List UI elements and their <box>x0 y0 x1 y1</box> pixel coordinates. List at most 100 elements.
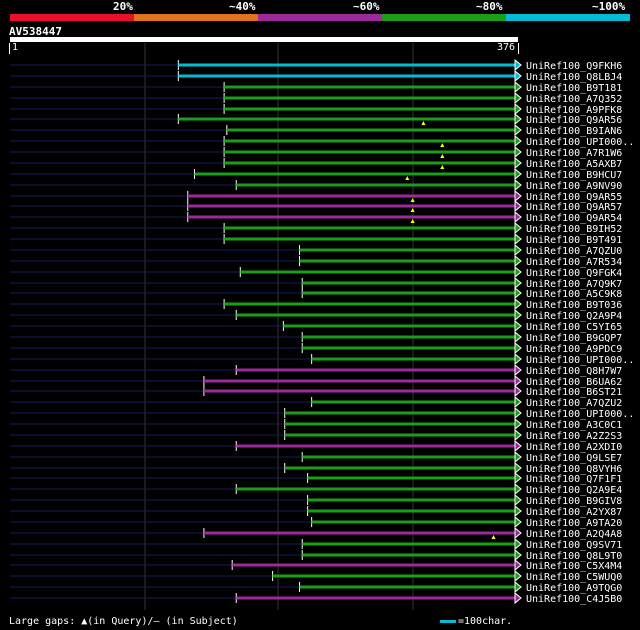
hit-end-arrow <box>514 210 522 224</box>
hit-label: UniRef100_B9T181 <box>526 83 622 94</box>
hit-end-arrow <box>514 439 522 453</box>
legend-label-60: ~60% <box>353 0 380 13</box>
hit-end-arrow <box>514 471 522 485</box>
hit-end-arrow <box>514 504 522 518</box>
hit-label: UniRef100_B9GIV8 <box>526 496 622 507</box>
hit-end-arrow <box>514 199 522 213</box>
legend-label-40: ~40% <box>229 0 256 13</box>
ruler-end: 376 <box>496 42 515 53</box>
hit-end-arrow <box>514 591 522 605</box>
ruler-start-tick <box>9 43 10 54</box>
hit-label: UniRef100_Q8VYH6 <box>526 464 622 475</box>
hit-label: UniRef100_B6ST21 <box>526 387 622 398</box>
legend-color-bar <box>10 14 630 21</box>
hit-end-arrow <box>514 515 522 529</box>
hit-label: UniRef100_A9TA20 <box>526 518 622 529</box>
hit-label: UniRef100_Q9FKH6 <box>526 61 622 72</box>
hit-label: UniRef100_Q9AR55 <box>526 192 622 203</box>
scale-swatch <box>440 619 456 623</box>
hit-label: UniRef100_A7Q352 <box>526 94 622 105</box>
hit-end-arrow <box>514 286 522 300</box>
hit-label: UniRef100_C5X4M4 <box>526 561 622 572</box>
hit-end-arrow <box>514 417 522 431</box>
hit-label: UniRef100_Q8H7W7 <box>526 366 622 377</box>
hit-label: UniRef100_Q7F1F1 <box>526 474 622 485</box>
legend-segment-green <box>382 14 506 21</box>
legend-segment-cyan <box>506 14 630 21</box>
hit-end-arrow <box>514 406 522 420</box>
hit-end-arrow <box>514 276 522 290</box>
legend-segment-red <box>10 14 134 21</box>
hit-end-arrow <box>514 493 522 507</box>
hit-label: UniRef100_Q9SV71 <box>526 540 622 551</box>
hit-end-arrow <box>514 189 522 203</box>
hit-label: UniRef100_A7QZU2 <box>526 398 622 409</box>
hit-label: UniRef100_Q8LBJ4 <box>526 72 622 83</box>
hit-label: UniRef100_Q9FGK4 <box>526 268 622 279</box>
hit-label: UniRef100_A2Q4A8 <box>526 529 622 540</box>
hit-end-arrow <box>514 91 522 105</box>
hit-end-arrow <box>514 134 522 148</box>
hit-end-arrow <box>514 461 522 475</box>
hit-end-arrow <box>514 156 522 170</box>
hit-end-arrow <box>514 558 522 572</box>
hit-end-arrow <box>514 537 522 551</box>
hit-end-arrow <box>514 123 522 137</box>
gap-marker <box>421 121 426 125</box>
legend-labels: 20% ~40% ~60% ~80% ~100% <box>0 0 640 14</box>
gap-marker <box>440 143 445 147</box>
legend-label-20: 20% <box>113 0 133 13</box>
hit-end-arrow <box>514 395 522 409</box>
hit-end-arrow <box>514 526 522 540</box>
gap-marker <box>410 219 415 223</box>
hit-label: UniRef100_A2XDI0 <box>526 442 622 453</box>
scale-key: =100char. <box>440 616 512 627</box>
hit-label: UniRef100_B9HCU7 <box>526 170 622 181</box>
legend-label-80: ~80% <box>476 0 503 13</box>
hit-label: UniRef100_A5C9K8 <box>526 289 622 300</box>
hit-label: UniRef100_A2Z2S3 <box>526 431 622 442</box>
gap-marker <box>440 165 445 169</box>
query-ruler: 1 376 <box>9 42 519 54</box>
hit-label: UniRef100_B9IAN6 <box>526 126 622 137</box>
hit-end-arrow <box>514 58 522 72</box>
legend-label-100: ~100% <box>592 0 626 13</box>
hit-end-arrow <box>514 330 522 344</box>
hit-label: UniRef100_A3C0C1 <box>526 420 622 431</box>
gap-marker <box>440 154 445 158</box>
hit-end-arrow <box>514 482 522 496</box>
hit-end-arrow <box>514 319 522 333</box>
hit-end-arrow <box>514 297 522 311</box>
gap-marker <box>405 176 410 180</box>
hit-label: UniRef100_A7R1W6 <box>526 148 622 159</box>
hit-label: UniRef100_A9NV90 <box>526 181 622 192</box>
hit-label: UniRef100_B6UA62 <box>526 377 622 388</box>
hit-end-arrow <box>514 374 522 388</box>
hit-end-arrow <box>514 178 522 192</box>
gap-marker <box>491 535 496 539</box>
hit-label: UniRef100_A5AXB7 <box>526 159 622 170</box>
hit-label: UniRef100_UPI000.. <box>526 355 634 366</box>
ruler-start: 1 <box>12 42 19 53</box>
scale-label: =100char. <box>458 616 513 627</box>
hit-label: UniRef100_A7R534 <box>526 257 622 268</box>
hit-label: UniRef100_Q9AR57 <box>526 202 622 213</box>
hit-end-arrow <box>514 569 522 583</box>
hit-label: UniRef100_UPI000.. <box>526 137 634 148</box>
hit-end-arrow <box>514 221 522 235</box>
hit-label: UniRef100_C5WUQ0 <box>526 572 622 583</box>
query-bar <box>10 37 518 42</box>
hit-label: UniRef100_Q9LSE7 <box>526 453 622 464</box>
hit-end-arrow <box>514 167 522 181</box>
hit-end-arrow <box>514 232 522 246</box>
hit-label: UniRef100_A9TQG0 <box>526 583 622 594</box>
hit-end-arrow <box>514 308 522 322</box>
gap-marker <box>410 208 415 212</box>
hit-label: UniRef100_B9T491 <box>526 235 622 246</box>
gap-legend: Large gaps: ▲(in Query)/– (in Subject) <box>9 616 238 627</box>
hit-end-arrow <box>514 265 522 279</box>
hit-label: UniRef100_A7Q9K7 <box>526 279 622 290</box>
hit-end-arrow <box>514 450 522 464</box>
hit-label: UniRef100_B9T036 <box>526 300 622 311</box>
